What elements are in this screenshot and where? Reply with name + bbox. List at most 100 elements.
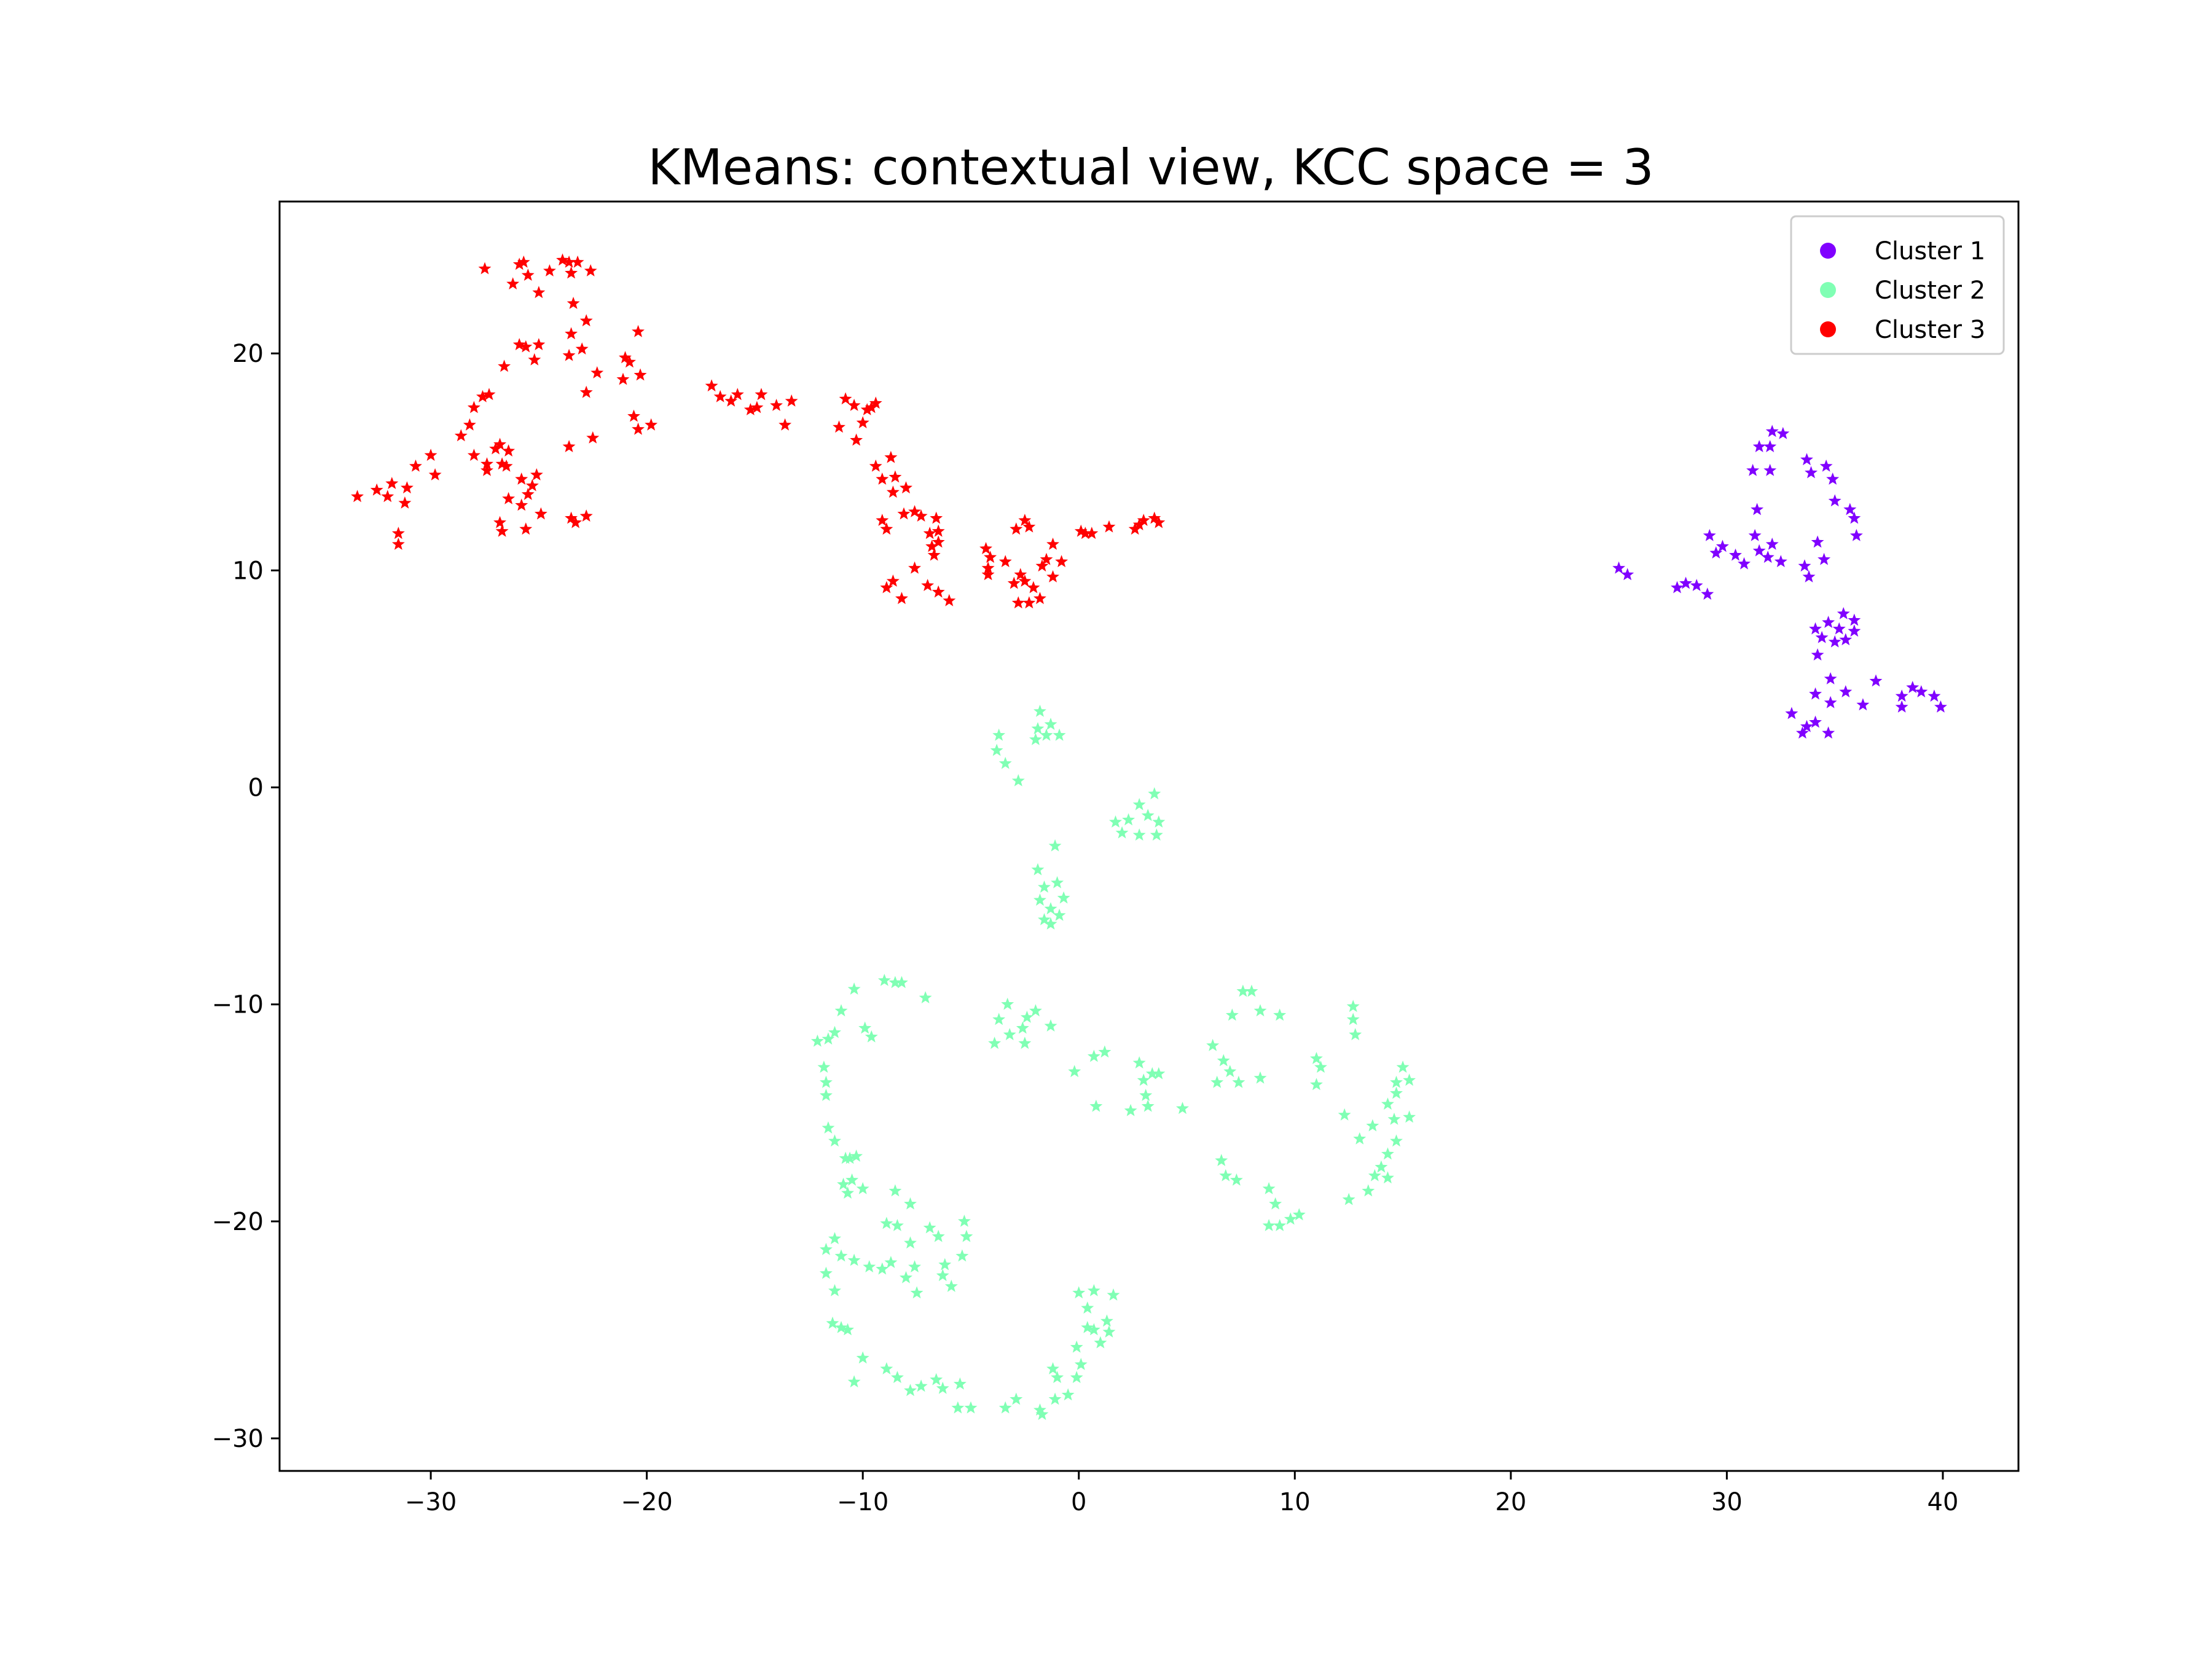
data-point <box>562 255 576 268</box>
data-point <box>1765 538 1779 550</box>
data-point <box>1824 672 1837 684</box>
data-point <box>1051 1371 1064 1383</box>
data-point <box>1145 1067 1159 1080</box>
data-point <box>1033 893 1046 906</box>
data-point <box>1805 466 1818 479</box>
data-point <box>923 1221 936 1234</box>
data-point <box>521 269 535 281</box>
data-point <box>495 457 509 470</box>
data-point <box>1809 622 1822 635</box>
data-point <box>1132 1056 1146 1068</box>
data-point <box>1225 1008 1239 1021</box>
data-point <box>1828 635 1841 648</box>
data-point <box>519 340 533 353</box>
data-point <box>385 477 399 489</box>
data-point <box>992 1013 1006 1025</box>
data-point <box>1798 559 1811 572</box>
x-tick-label: −30 <box>405 1488 457 1516</box>
data-point <box>1001 997 1014 1010</box>
data-point <box>1776 426 1790 439</box>
data-point <box>1044 902 1057 915</box>
data-point <box>1368 1169 1381 1182</box>
data-point <box>502 444 516 457</box>
data-point <box>990 743 1003 756</box>
data-point <box>953 1377 967 1390</box>
data-point <box>1752 544 1766 557</box>
data-point <box>1141 809 1155 821</box>
series-3 <box>351 253 1166 609</box>
data-point <box>632 324 645 337</box>
data-point <box>960 1229 973 1242</box>
data-point <box>1122 813 1135 826</box>
data-point <box>895 592 908 605</box>
data-point <box>1390 1086 1403 1099</box>
data-point <box>1137 514 1150 526</box>
data-point <box>921 579 935 591</box>
data-point <box>1273 1218 1287 1231</box>
data-point <box>930 511 943 524</box>
chart-title: KMeans: contextual view, KCC space = 3 <box>648 139 1653 196</box>
data-point <box>1396 1060 1410 1073</box>
data-point <box>1690 579 1703 591</box>
data-point <box>900 1271 912 1284</box>
data-point <box>1403 1110 1416 1123</box>
data-point <box>931 535 945 548</box>
data-point <box>1094 1336 1107 1349</box>
data-point <box>1843 503 1857 515</box>
data-point <box>998 756 1012 769</box>
data-point <box>1048 1392 1062 1405</box>
data-point <box>1219 1169 1233 1182</box>
data-point <box>979 542 992 554</box>
data-point <box>1014 568 1027 581</box>
data-point <box>1802 570 1816 582</box>
data-point <box>1818 552 1831 565</box>
data-point <box>877 973 891 986</box>
plot-frame <box>278 200 2020 1472</box>
data-point <box>1029 732 1042 745</box>
data-point <box>888 1184 902 1197</box>
y-tick-label: −30 <box>212 1425 264 1453</box>
data-point <box>515 472 528 485</box>
data-point <box>731 388 744 401</box>
x-tick-label: −20 <box>621 1488 672 1516</box>
data-point <box>1053 728 1066 741</box>
data-point <box>534 507 547 520</box>
data-point <box>847 1253 861 1266</box>
data-point <box>1928 689 1941 702</box>
data-point <box>847 399 861 411</box>
data-point <box>1016 1021 1029 1034</box>
data-point <box>1763 463 1777 476</box>
data-point <box>1785 707 1798 719</box>
data-point <box>1107 1288 1120 1301</box>
data-point <box>1018 1037 1032 1049</box>
data-point <box>820 1266 833 1279</box>
data-point <box>1011 774 1025 786</box>
data-point <box>833 420 845 433</box>
data-point <box>575 342 589 355</box>
data-point <box>908 505 921 517</box>
data-point <box>532 286 546 299</box>
data-point <box>998 555 1012 568</box>
data-point <box>579 509 593 522</box>
data-point <box>543 264 556 276</box>
data-point <box>1273 1008 1287 1021</box>
data-point <box>981 561 995 574</box>
data-point <box>1765 425 1779 437</box>
data-point <box>908 561 921 574</box>
data-point <box>556 253 569 266</box>
data-point <box>886 485 900 498</box>
data-point <box>1716 539 1729 552</box>
data-point <box>1148 787 1161 799</box>
data-point <box>562 348 576 361</box>
data-point <box>1022 596 1036 609</box>
data-point <box>1033 704 1046 717</box>
data-point <box>1709 546 1723 559</box>
x-tick-label: −10 <box>837 1488 888 1516</box>
data-point <box>1824 696 1837 708</box>
data-point <box>850 433 863 446</box>
y-tick-label: 10 <box>232 557 264 585</box>
data-point <box>817 1060 831 1073</box>
data-point <box>565 511 578 524</box>
data-point <box>770 399 783 411</box>
data-point <box>1310 1052 1323 1064</box>
